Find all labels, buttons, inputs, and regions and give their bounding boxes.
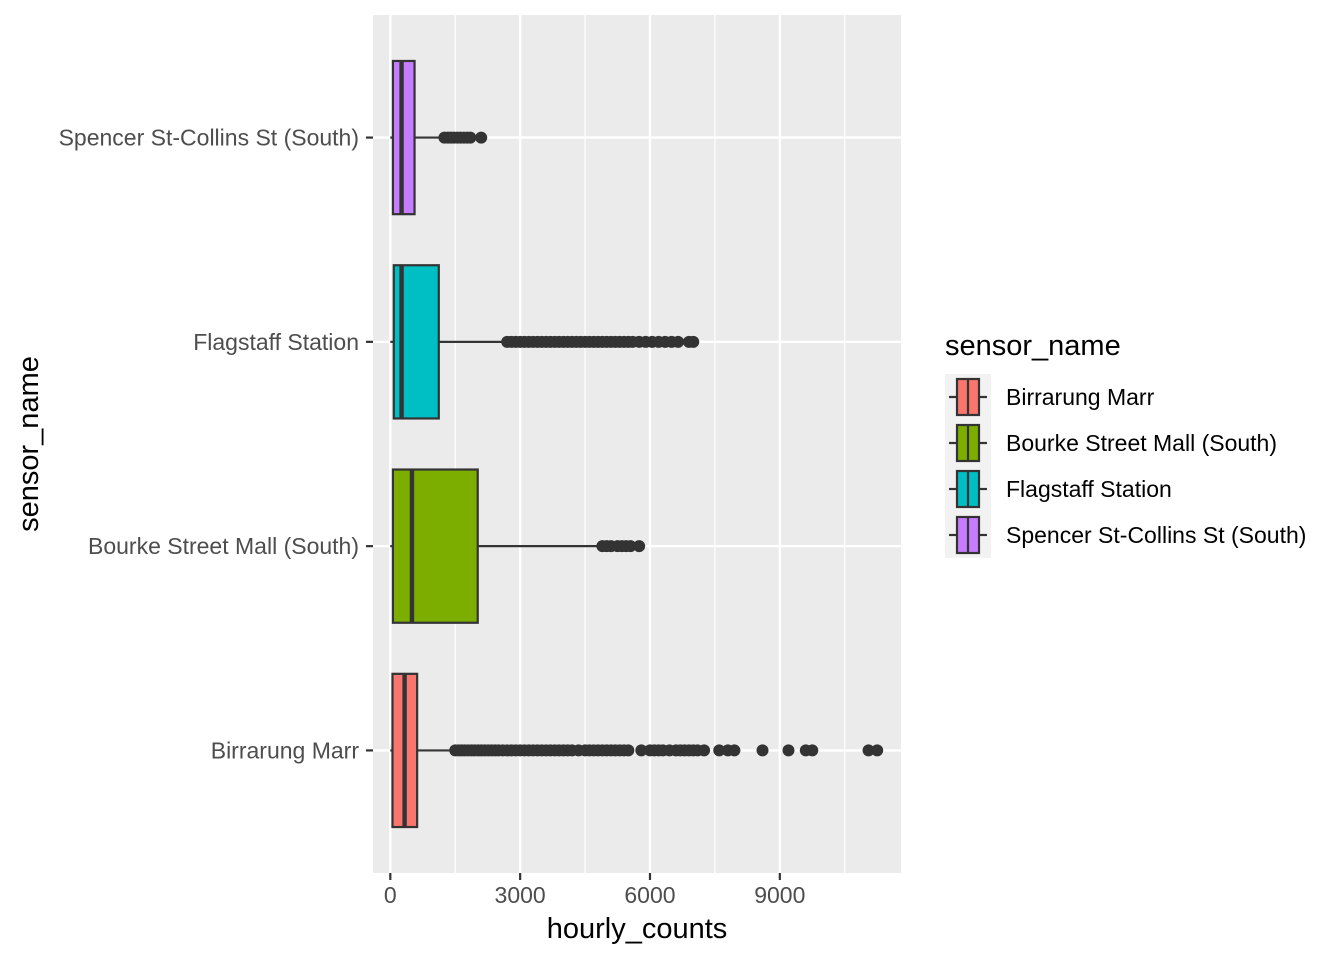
outlier-point: [624, 540, 637, 553]
x-tick-label: 9000: [754, 882, 805, 908]
x-axis: 0 3000 6000 9000: [384, 873, 805, 908]
box-birrarung-marr: [390, 672, 884, 829]
panel-background: [373, 15, 901, 873]
legend: sensor_name Birrarung Marr Bourke Street …: [945, 330, 1306, 558]
outlier-point: [687, 335, 700, 348]
outlier-point: [475, 131, 488, 144]
outlier-point: [782, 744, 795, 757]
outlier-point: [622, 744, 635, 757]
legend-item: Birrarung Marr: [945, 374, 1155, 420]
legend-label: Spencer St-Collins St (South): [1006, 522, 1306, 548]
outlier-point: [756, 744, 769, 757]
y-tick-label: Bourke Street Mall (South): [88, 533, 359, 559]
legend-item: Flagstaff Station: [945, 466, 1172, 512]
y-tick-label: Flagstaff Station: [193, 329, 359, 355]
y-axis: Birrarung Marr Bourke Street Mall (South)…: [59, 125, 373, 763]
legend-label: Flagstaff Station: [1006, 476, 1172, 502]
outlier-point: [464, 131, 477, 144]
legend-title: sensor_name: [945, 330, 1121, 362]
outlier-point: [871, 744, 884, 757]
outlier-point: [633, 540, 646, 553]
box-bourke-street-mall-south: [390, 468, 646, 624]
x-tick-label: 0: [384, 882, 397, 908]
y-tick-label: Birrarung Marr: [211, 737, 360, 763]
box-spencer-st-collins-st-south: [390, 59, 488, 216]
y-tick-label: Spencer St-Collins St (South): [59, 125, 359, 151]
grid-minor-lines: [454, 15, 846, 873]
outlier-point: [713, 744, 726, 757]
legend-item: Spencer St-Collins St (South): [945, 512, 1306, 558]
legend-label: Birrarung Marr: [1006, 384, 1155, 410]
outlier-point: [728, 744, 741, 757]
outlier-point: [806, 744, 819, 757]
x-axis-title: hourly_counts: [547, 913, 728, 945]
box-flagstaff-station: [390, 264, 700, 420]
outlier-point: [672, 335, 685, 348]
outlier-point: [698, 744, 711, 757]
x-tick-label: 6000: [624, 882, 675, 908]
box-iqr: [391, 468, 479, 624]
legend-label: Bourke Street Mall (South): [1006, 430, 1277, 456]
outlier-point: [635, 744, 648, 757]
y-axis-title: sensor_name: [13, 356, 45, 532]
box-series: [390, 59, 884, 829]
legend-item: Bourke Street Mall (South): [945, 420, 1277, 466]
x-tick-label: 3000: [495, 882, 546, 908]
outlier-point: [862, 744, 875, 757]
